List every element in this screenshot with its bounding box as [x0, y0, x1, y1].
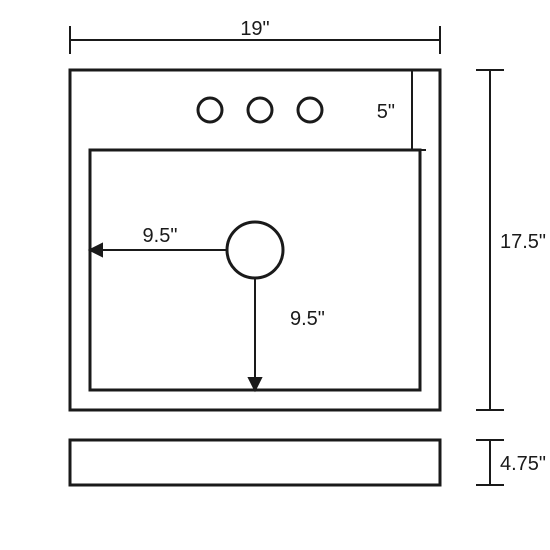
- dim-faucet-depth-label: 5": [377, 101, 395, 123]
- side-profile-rect: [70, 440, 440, 485]
- dim-drain-x-label: 9.5": [143, 225, 178, 247]
- dim-faucet-depth: [398, 70, 426, 150]
- faucet-hole-center: [248, 98, 272, 122]
- dim-side-height-label: 4.75": [500, 453, 546, 475]
- drain-circle: [227, 222, 283, 278]
- dim-drain-y-label: 9.5": [290, 308, 325, 330]
- dim-width-top-label: 19": [240, 18, 269, 40]
- dim-height-right-label: 17.5": [500, 231, 546, 253]
- faucet-hole-right: [298, 98, 322, 122]
- faucet-hole-left: [198, 98, 222, 122]
- dim-drain-y: [243, 278, 267, 390]
